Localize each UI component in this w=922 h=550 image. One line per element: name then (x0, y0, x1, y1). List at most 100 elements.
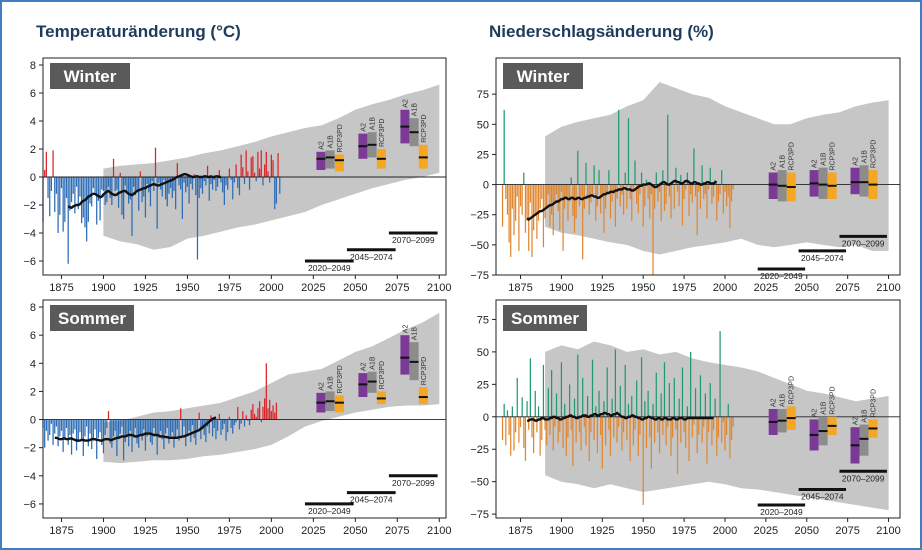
obs-bar (274, 412, 276, 420)
obs-bar (47, 177, 49, 198)
scenario-box-rcp3pd (334, 154, 344, 172)
obs-bar (176, 419, 178, 430)
obs-bar (193, 419, 195, 438)
scenario-label: A2 (853, 157, 860, 166)
obs-bar (639, 416, 641, 435)
obs-bar (513, 416, 515, 451)
x-tick-label: 2100 (876, 525, 900, 537)
obs-bar (685, 416, 687, 448)
obs-bar (676, 184, 679, 192)
y-tick-label: 4 (30, 358, 36, 370)
obs-bar (673, 377, 675, 417)
obs-bar (650, 416, 652, 469)
x-tick-label: 2075 (385, 282, 409, 294)
scenario-label: A1B (821, 401, 828, 415)
x-tick-label: 1925 (133, 525, 157, 537)
obs-bar (154, 419, 157, 436)
y-tick-label: 2 (30, 144, 36, 156)
y-tick-label: −25 (470, 210, 489, 222)
obs-bar (86, 177, 88, 242)
obs-bar (654, 416, 656, 443)
obs-bar (555, 393, 558, 417)
obs-bar (54, 419, 56, 434)
obs-bar (260, 150, 262, 177)
x-tick-label: 2075 (385, 525, 409, 537)
obs-bar (153, 419, 155, 428)
obs-bar (97, 177, 100, 201)
obs-bar (608, 416, 610, 430)
obs-bar (673, 184, 675, 209)
obs-bar (183, 177, 185, 183)
obs-bar (655, 372, 657, 417)
obs-bar (237, 406, 239, 420)
obs-bar (247, 419, 249, 421)
scenario-label: A2 (853, 417, 860, 426)
obs-bar (102, 177, 105, 191)
obs-bar (521, 184, 523, 215)
obs-bar (258, 168, 261, 177)
obs-bar (161, 177, 163, 197)
obs-bar (114, 177, 116, 191)
obs-bar (614, 349, 617, 417)
scenario-box-rcp3pd (334, 395, 344, 413)
obs-bar (624, 172, 626, 185)
obs-bar (668, 383, 670, 417)
obs-bar (636, 380, 638, 417)
obs-bar (647, 390, 649, 417)
x-tick-label: 1875 (508, 282, 532, 294)
obs-bar (141, 419, 143, 441)
obs-bar (611, 184, 613, 202)
obs-bar (240, 419, 242, 424)
obs-bar (562, 184, 564, 251)
x-tick-label: 1900 (91, 282, 115, 294)
season-label-box (50, 305, 134, 331)
obs-bar (72, 177, 74, 194)
model-envelope (545, 82, 889, 255)
obs-bar (59, 419, 61, 437)
obs-bar (193, 174, 195, 177)
obs-bar (77, 419, 79, 443)
y-tick-label: −6 (23, 499, 36, 511)
obs-bar (542, 184, 545, 248)
obs-bar (80, 419, 83, 440)
obs-bar (257, 408, 259, 420)
obs-bar (691, 416, 693, 438)
period-label: 2070–2099 (392, 478, 435, 488)
y-tick-label: 0 (30, 415, 36, 427)
obs-bar (270, 411, 272, 420)
obs-bar (716, 184, 718, 221)
x-tick-label: 2050 (343, 525, 367, 537)
x-tick-label: 1975 (217, 282, 241, 294)
obs-bar (195, 177, 197, 196)
obs-bar (164, 419, 167, 434)
obs-bar (701, 165, 703, 185)
obs-bar (585, 162, 587, 185)
obs-bar (658, 416, 661, 454)
x-tick-label: 1925 (133, 282, 157, 294)
y-tick-label: −4 (23, 228, 36, 240)
obs-bar (510, 416, 512, 456)
obs-bar (203, 177, 205, 182)
scenario-label: RCP3PD (379, 119, 386, 147)
obs-bar (139, 171, 142, 177)
obs-bar (662, 170, 664, 185)
obs-bar (198, 412, 200, 420)
obs-bar (521, 397, 523, 417)
x-tick-label: 2075 (835, 525, 859, 537)
obs-bar (701, 416, 703, 443)
obs-bar (537, 406, 540, 417)
scenario-label: A2 (771, 162, 778, 171)
obs-bar (243, 177, 246, 184)
obs-bar (515, 184, 517, 221)
obs-bar (624, 364, 626, 417)
obs-bar (60, 419, 63, 431)
obs-bar (250, 157, 252, 177)
obs-bar (122, 177, 125, 219)
obs-bar (136, 177, 138, 193)
scenario-label: RCP3PD (830, 386, 837, 414)
title-precipitation: Niederschlagsänderung (%) (489, 22, 714, 41)
obs-bar (568, 384, 571, 417)
scenario-label: A1B (412, 327, 419, 341)
x-tick-label: 2050 (795, 282, 819, 294)
season-label: Sommer (511, 309, 579, 328)
